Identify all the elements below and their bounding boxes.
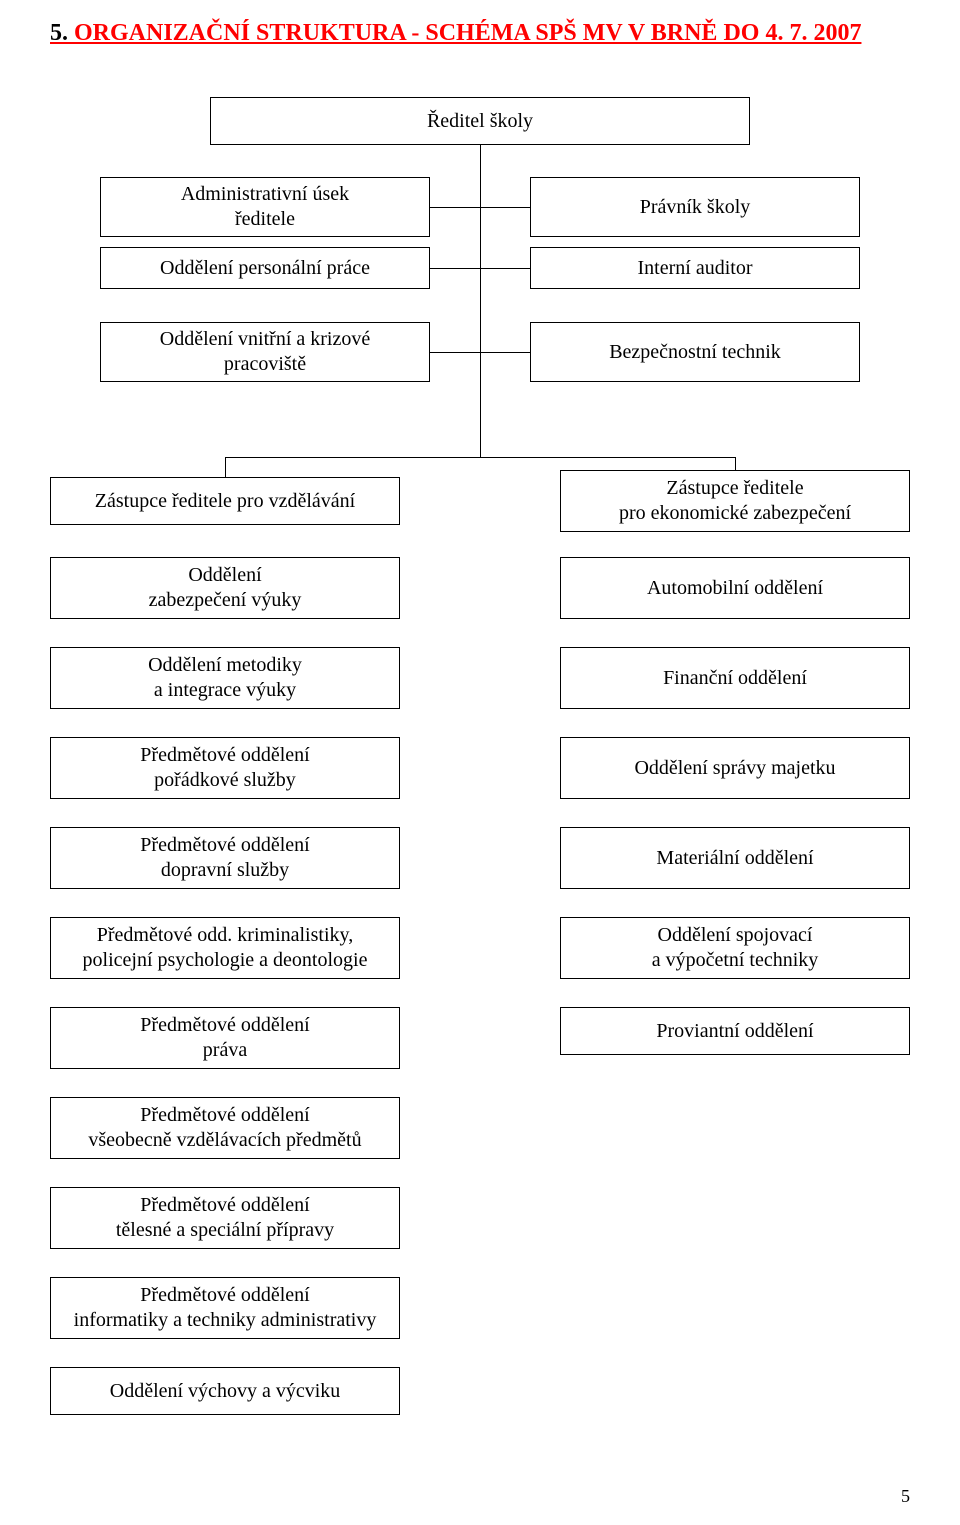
box-root: Ředitel školy <box>210 97 750 145</box>
label: pořádkové služby <box>154 768 296 793</box>
label: Oddělení výchovy a výcviku <box>110 1379 341 1404</box>
label: zabezpečení výuky <box>149 588 302 613</box>
label: práva <box>203 1038 247 1063</box>
spine-main <box>480 145 481 457</box>
label: Právník školy <box>640 195 751 220</box>
box-r5: Oddělení spojovací a výpočetní techniky <box>560 917 910 979</box>
conn-auditor <box>480 268 530 269</box>
label: Automobilní oddělení <box>647 576 823 601</box>
label: Zástupce ředitele pro vzdělávání <box>95 489 355 514</box>
box-l4: Předmětové oddělení dopravní služby <box>50 827 400 889</box>
label: ředitele <box>235 207 295 232</box>
box-auditor: Interní auditor <box>530 247 860 289</box>
conn-beztech <box>480 352 530 353</box>
label: Bezpečnostní technik <box>609 340 781 365</box>
label: Předmětové oddělení <box>140 743 309 768</box>
box-r3: Oddělení správy majetku <box>560 737 910 799</box>
label: Finanční oddělení <box>663 666 807 691</box>
label: dopravní služby <box>161 858 289 883</box>
box-admin: Administrativní úsek ředitele <box>100 177 430 237</box>
box-beztech: Bezpečnostní technik <box>530 322 860 382</box>
title-main: ORGANIZAČNÍ STRUKTURA - SCHÉMA SPŠ MV V … <box>74 20 861 46</box>
title-number: 5. <box>50 20 68 46</box>
label: pracoviště <box>224 352 306 377</box>
box-r6: Proviantní oddělení <box>560 1007 910 1055</box>
label: tělesné a speciální přípravy <box>116 1218 334 1243</box>
box-l7: Předmětové oddělení všeobecně vzdělávací… <box>50 1097 400 1159</box>
box-zvL: Zástupce ředitele pro vzdělávání <box>50 477 400 525</box>
box-l3: Předmětové oddělení pořádkové služby <box>50 737 400 799</box>
label: Předmětové oddělení <box>140 1103 309 1128</box>
conn-pravnik <box>480 207 530 208</box>
label: pro ekonomické zabezpečení <box>619 501 851 526</box>
label: Interní auditor <box>638 256 753 281</box>
label: Předmětové oddělení <box>140 1013 309 1038</box>
org-chart: Ředitel školy Administrativní úsek ředit… <box>50 97 910 1477</box>
label: Materiální oddělení <box>656 846 813 871</box>
label: Předmětové odd. kriminalistiky, <box>97 923 353 948</box>
label: Oddělení <box>188 563 261 588</box>
box-l1: Oddělení zabezpečení výuky <box>50 557 400 619</box>
deputy-drop-left <box>225 457 226 477</box>
label: všeobecně vzdělávacích předmětů <box>88 1128 361 1153</box>
label: Administrativní úsek <box>181 182 349 207</box>
box-l10: Oddělení výchovy a výcviku <box>50 1367 400 1415</box>
label: Předmětové oddělení <box>140 1193 309 1218</box>
page-title: 5. ORGANIZAČNÍ STRUKTURA - SCHÉMA SPŠ MV… <box>50 20 910 47</box>
box-l8: Předmětové oddělení tělesné a speciální … <box>50 1187 400 1249</box>
label: a výpočetní techniky <box>652 948 819 973</box>
label: Zástupce ředitele <box>666 476 803 501</box>
conn-kriz <box>430 352 480 353</box>
box-l5: Předmětové odd. kriminalistiky, policejn… <box>50 917 400 979</box>
label: Předmětové oddělení <box>140 833 309 858</box>
box-r2: Finanční oddělení <box>560 647 910 709</box>
page-number: 5 <box>901 1486 910 1507</box>
deputy-bar <box>225 457 735 458</box>
label: Oddělení personální práce <box>160 256 370 281</box>
label: Ředitel školy <box>427 109 533 134</box>
label: Předmětové oddělení <box>140 1283 309 1308</box>
label: Proviantní oddělení <box>656 1019 813 1044</box>
box-l9: Předmětové oddělení informatiky a techni… <box>50 1277 400 1339</box>
box-zvR: Zástupce ředitele pro ekonomické zabezpe… <box>560 470 910 532</box>
box-r1: Automobilní oddělení <box>560 557 910 619</box>
conn-pers <box>430 268 480 269</box>
box-l6: Předmětové oddělení práva <box>50 1007 400 1069</box>
box-pravnik: Právník školy <box>530 177 860 237</box>
label: Oddělení spojovací <box>658 923 813 948</box>
box-pers: Oddělení personální práce <box>100 247 430 289</box>
box-l2: Oddělení metodiky a integrace výuky <box>50 647 400 709</box>
label: informatiky a techniky administrativy <box>74 1308 377 1333</box>
box-kriz: Oddělení vnitřní a krizové pracoviště <box>100 322 430 382</box>
label: policejní psychologie a deontologie <box>83 948 368 973</box>
label: a integrace výuky <box>154 678 296 703</box>
label: Oddělení správy majetku <box>634 756 835 781</box>
label: Oddělení metodiky <box>148 653 302 678</box>
label: Oddělení vnitřní a krizové <box>160 327 371 352</box>
box-r4: Materiální oddělení <box>560 827 910 889</box>
conn-admin <box>430 207 480 208</box>
